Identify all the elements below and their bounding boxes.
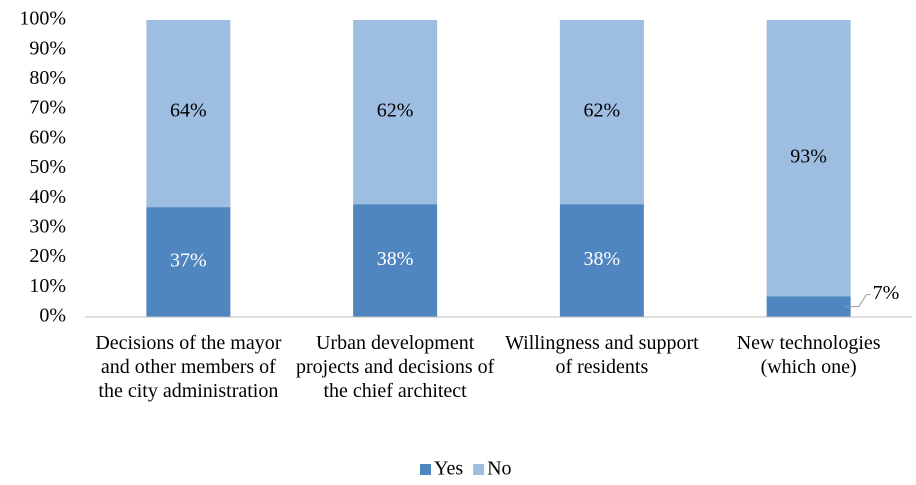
data-label: 7% (873, 282, 900, 304)
x-tick-label: New technologies (which one) (736, 332, 881, 378)
x-tick-label: Decisions of the mayor and other members… (95, 332, 282, 402)
data-label: 64% (170, 100, 207, 122)
legend-label: No (487, 458, 511, 480)
legend-label: Yes (434, 458, 463, 480)
y-tick-label: 60% (29, 126, 66, 148)
data-label: 38% (584, 248, 621, 270)
bar-segment (353, 204, 438, 317)
leader-line (844, 294, 871, 308)
plot-area (146, 20, 851, 317)
data-label: 37% (170, 250, 207, 272)
bar-segment (146, 207, 231, 317)
y-tick-label: 90% (29, 37, 66, 59)
bar-segment (353, 20, 438, 205)
y-tick-label: 100% (19, 8, 66, 30)
data-label: 62% (377, 100, 414, 122)
x-tick-label: Urban development projects and decisions… (295, 332, 495, 402)
bar-segment (559, 204, 644, 317)
bar-segment (559, 20, 644, 205)
y-tick-label: 0% (39, 305, 66, 327)
y-tick-label: 50% (29, 156, 66, 178)
y-tick-label: 80% (29, 67, 66, 89)
bar-segment (766, 296, 851, 317)
data-label: 38% (377, 248, 414, 270)
y-tick-label: 70% (29, 97, 66, 119)
legend-swatch (420, 464, 431, 475)
y-tick-label: 40% (29, 186, 66, 208)
legend-swatch (473, 464, 485, 475)
x-tick-label: Willingness and support of residents (505, 332, 699, 378)
data-label: 62% (584, 100, 621, 122)
data-label: 93% (790, 146, 827, 168)
bar-segment (146, 20, 231, 208)
y-tick-label: 30% (29, 215, 66, 237)
bar-segment (766, 20, 851, 297)
y-tick-label: 20% (29, 245, 66, 267)
y-tick-label: 10% (29, 275, 66, 297)
